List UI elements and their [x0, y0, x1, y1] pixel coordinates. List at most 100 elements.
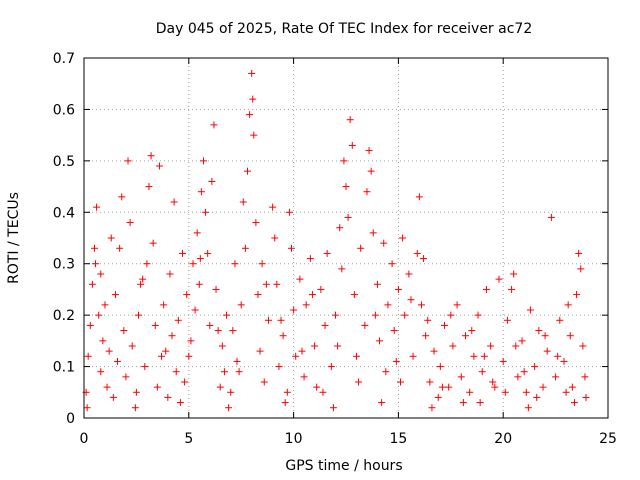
data-point [107, 234, 115, 242]
data-point [153, 383, 161, 391]
data-point [422, 332, 430, 340]
data-point [376, 337, 384, 345]
data-point [482, 285, 490, 293]
x-axis-label: GPS time / hours [285, 458, 402, 474]
data-point [338, 265, 346, 273]
data-point [434, 393, 442, 401]
x-tick-label: 5 [184, 431, 193, 447]
data-point [227, 388, 235, 396]
data-point [283, 388, 291, 396]
data-point [441, 321, 449, 329]
data-point [296, 275, 304, 283]
data-point [246, 111, 254, 119]
data-point [541, 332, 549, 340]
data-point [162, 347, 170, 355]
data-point [520, 368, 528, 376]
data-point [514, 373, 522, 381]
data-point [518, 337, 526, 345]
data-point [321, 321, 329, 329]
data-point [317, 285, 325, 293]
y-tick-label: 0 [66, 411, 75, 427]
data-point [365, 147, 373, 155]
data-point [225, 404, 233, 412]
data-point [526, 306, 534, 314]
data-point [363, 188, 371, 196]
data-point [470, 352, 478, 360]
data-point [426, 378, 434, 386]
data-point [436, 363, 444, 371]
data-point [300, 373, 308, 381]
data-point [262, 280, 270, 288]
data-point [124, 157, 132, 165]
data-point [311, 342, 319, 350]
data-point [342, 183, 350, 191]
chart-title: Day 045 of 2025, Rate Of TEC Index for r… [156, 21, 532, 37]
data-point [277, 316, 285, 324]
data-point [480, 352, 488, 360]
data-point [279, 332, 287, 340]
data-point [380, 239, 388, 247]
data-point [420, 255, 428, 263]
data-point [134, 311, 142, 319]
data-point [560, 357, 568, 365]
data-point [459, 399, 467, 407]
data-point [319, 388, 327, 396]
data-point [392, 357, 400, 365]
data-point [258, 260, 266, 268]
data-point [350, 291, 358, 299]
data-point [399, 234, 407, 242]
data-point [187, 337, 195, 345]
data-point [90, 244, 98, 252]
data-point [476, 399, 484, 407]
data-point [327, 363, 335, 371]
data-point [344, 213, 352, 221]
data-point [564, 301, 572, 309]
data-point [348, 141, 356, 149]
data-point [137, 280, 145, 288]
data-point [250, 131, 258, 139]
data-point [288, 244, 296, 252]
data-point [428, 404, 436, 412]
data-point [323, 249, 331, 257]
data-point [581, 373, 589, 381]
data-point [582, 393, 590, 401]
y-tick-label: 0.1 [53, 360, 75, 376]
data-point [202, 208, 210, 216]
data-point [197, 188, 205, 196]
data-point [413, 249, 421, 257]
data-point [256, 347, 264, 355]
data-point [369, 229, 377, 237]
data-point [118, 193, 126, 201]
data-point [179, 249, 187, 257]
data-point [508, 285, 516, 293]
data-point [92, 260, 100, 268]
data-point [438, 383, 446, 391]
data-point [466, 388, 474, 396]
data-point [503, 316, 511, 324]
data-point [252, 219, 260, 227]
data-point [93, 203, 101, 211]
data-point [468, 327, 476, 335]
data-point [212, 285, 220, 293]
data-point [575, 249, 583, 257]
data-point [396, 378, 404, 386]
data-point [499, 357, 507, 365]
data-point [181, 378, 189, 386]
data-point [405, 270, 413, 278]
data-point [352, 352, 360, 360]
data-point [449, 342, 457, 350]
data-point [382, 368, 390, 376]
y-tick-label: 0.4 [53, 205, 75, 221]
data-point [143, 260, 151, 268]
data-point [235, 368, 243, 376]
data-point [340, 157, 348, 165]
data-point [554, 352, 562, 360]
data-point [357, 244, 365, 252]
data-point [204, 249, 212, 257]
data-point [109, 393, 117, 401]
data-points [82, 69, 590, 412]
data-point [308, 291, 316, 299]
data-point [568, 383, 576, 391]
data-point [407, 296, 415, 304]
